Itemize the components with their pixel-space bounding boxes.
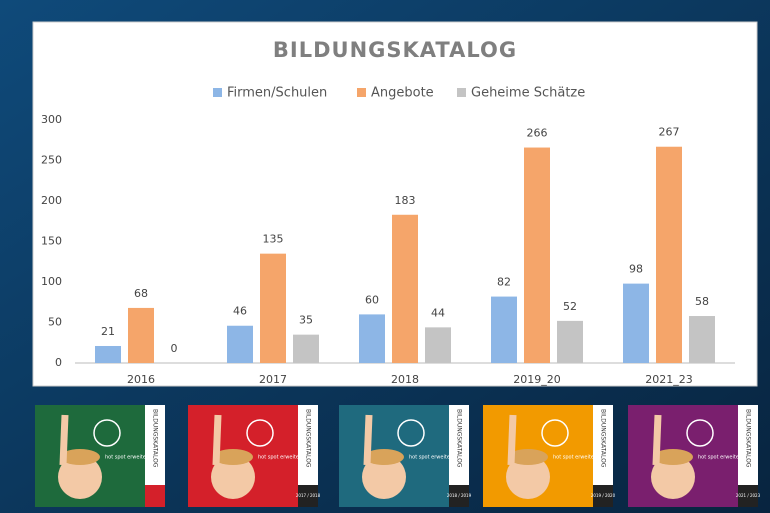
bar: [95, 346, 121, 363]
value-label: 46: [233, 305, 247, 318]
y-tick-label: 0: [55, 356, 62, 369]
child-arm: [216, 415, 218, 465]
bar: [359, 314, 385, 363]
child-arm: [656, 415, 658, 465]
cover-badge: hot spot erweitert: [105, 455, 150, 461]
value-label: 82: [497, 276, 511, 289]
cover-years: 2019 / 2020: [591, 493, 616, 498]
x-tick-label: 2018: [391, 373, 419, 386]
bar: [689, 316, 715, 363]
legend-label: Firmen/Schulen: [227, 86, 327, 101]
cover-spine-text: BILDUNGSKATALOG: [152, 409, 159, 468]
bar: [260, 254, 286, 363]
value-label: 68: [134, 287, 148, 300]
page: BILDUNGSKATALOG 0 50 100 150 200 250 300 Firmen…: [0, 0, 770, 513]
legend-swatch: [457, 88, 466, 97]
value-label: 266: [527, 127, 548, 140]
cover-badge: hot spot erweitert: [409, 455, 454, 461]
legend-label: Angebote: [371, 86, 434, 101]
cover-years: 2018 / 2019: [447, 493, 472, 498]
bar: [524, 148, 550, 363]
legend-swatch: [213, 88, 222, 97]
cover-badge: hot spot erweitert: [553, 455, 598, 461]
y-tick-label: 50: [48, 316, 62, 329]
value-label: 135: [263, 233, 284, 246]
cover-years: 2021 / 2023: [736, 493, 761, 498]
bar: [623, 284, 649, 363]
cover-badge: hot spot erweitert: [258, 455, 303, 461]
cover-spine-text: BILDUNGSKATALOG: [305, 409, 312, 468]
bar: [293, 335, 319, 363]
value-label: 0: [171, 342, 178, 355]
x-tick-label: 2017: [259, 373, 287, 386]
bar: [425, 327, 451, 363]
cover-spine-text: BILDUNGSKATALOG: [745, 409, 752, 468]
chart-title: BILDUNGSKATALOG: [273, 38, 517, 62]
value-label: 267: [659, 126, 680, 139]
x-tick-label: 2016: [127, 373, 155, 386]
cover-badge: hot spot erweitert: [698, 455, 743, 461]
year-box: [145, 485, 165, 507]
value-label: 21: [101, 325, 115, 338]
child-arm: [511, 415, 513, 465]
bar: [656, 147, 682, 363]
bar: [128, 308, 154, 363]
x-tick-label: 2019_20: [513, 373, 561, 386]
value-label: 183: [395, 194, 416, 207]
x-tick-label: 2021_23: [645, 373, 693, 386]
bar: [392, 215, 418, 363]
value-label: 35: [299, 314, 313, 327]
y-tick-label: 300: [41, 113, 62, 126]
legend-swatch: [357, 88, 366, 97]
y-tick-label: 100: [41, 275, 62, 288]
legend-label: Geheime Schätze: [471, 86, 585, 101]
cover-years: 2017 / 2018: [296, 493, 321, 498]
bar: [557, 321, 583, 363]
y-tick-label: 250: [41, 154, 62, 167]
y-tick-label: 200: [41, 194, 62, 207]
value-label: 98: [629, 263, 643, 276]
child-arm: [63, 415, 65, 465]
bar: [491, 297, 517, 363]
bar: [227, 326, 253, 363]
cover-spine-text: BILDUNGSKATALOG: [456, 409, 463, 468]
value-label: 58: [695, 295, 709, 308]
cover-spine-text: BILDUNGSKATALOG: [600, 409, 607, 468]
value-label: 60: [365, 293, 379, 306]
child-arm: [367, 415, 369, 465]
value-label: 44: [431, 306, 445, 319]
y-tick-label: 150: [41, 235, 62, 248]
value-label: 52: [563, 300, 577, 313]
